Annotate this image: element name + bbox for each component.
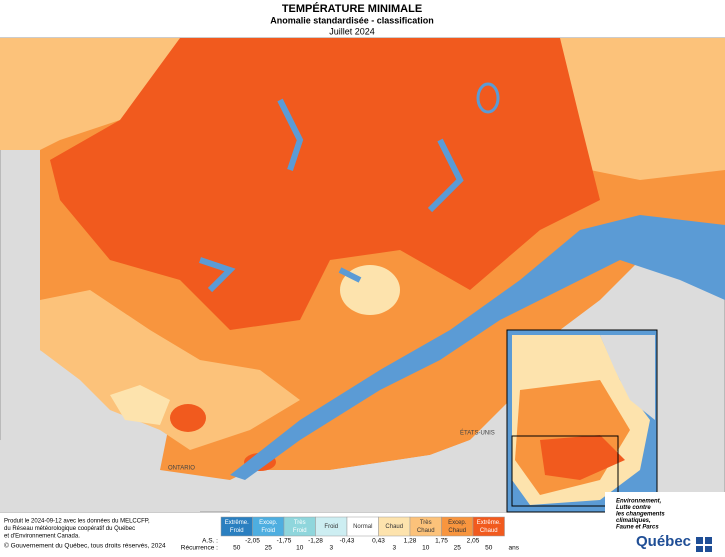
- subtitle: Anomalie standardisée - classification: [270, 15, 434, 25]
- logo-line: climatiques,: [616, 518, 651, 524]
- legend-class-label: Chaud: [480, 528, 498, 534]
- as-value: 1,75: [435, 538, 448, 545]
- legend-class-label: Chaud: [448, 528, 466, 534]
- legend-class-label: Froid: [261, 528, 275, 534]
- legend-class-label: Extrême.: [225, 520, 249, 526]
- logo-flag: [696, 546, 703, 553]
- region-label: ÉTATS-UNIS: [460, 430, 495, 437]
- credit-line: du Réseau météorologique coopératif du Q…: [4, 526, 135, 532]
- legend-class-label: Excep.: [448, 520, 467, 526]
- region-label: ONTARIO: [168, 466, 195, 472]
- legend-class-label: Froid: [324, 524, 338, 530]
- legend-class-label: Chaud: [417, 528, 435, 534]
- recurrence-value: 10: [296, 545, 304, 552]
- recurrence-value: 3: [329, 545, 333, 552]
- legend-swatch: [472, 516, 505, 537]
- as-value: -1,75: [277, 538, 292, 545]
- logo-line: Environnement,: [616, 499, 662, 505]
- recurrence-label: Récurrence :: [181, 545, 218, 552]
- credit-line: et d'Environnement Canada.: [4, 534, 80, 540]
- recurrence-value: 3: [392, 545, 396, 552]
- legend-class-label: Chaud: [385, 524, 403, 530]
- date: Juillet 2024: [329, 26, 375, 36]
- legend-class-label: Extrême.: [477, 520, 501, 526]
- copyright: © Gouvernement du Québec, tous droits ré…: [4, 542, 166, 550]
- logo-line: Faune et Parcs: [616, 525, 659, 531]
- recurrence-value: 25: [265, 545, 273, 552]
- recurrence-value: 10: [422, 545, 430, 552]
- footer: Produit le 2024-09-12 avec les données d…: [4, 519, 166, 550]
- legend: Extrême. Froid Excep. Froid Très Froid Froid No…: [181, 516, 520, 552]
- as-value: 2,05: [467, 538, 480, 545]
- title: TEMPÉRATURE MINIMALE: [282, 2, 422, 15]
- legend-class-label: Excep.: [259, 520, 278, 526]
- legend-class-label: Normal: [353, 524, 372, 530]
- legend-class-label: Très: [420, 520, 432, 526]
- logo-flag: [705, 537, 712, 544]
- legend-class-label: Froid: [293, 528, 307, 534]
- logo-flag: [696, 537, 703, 544]
- legend-class-label: Très: [294, 520, 306, 526]
- recurrence-value: 50: [485, 545, 493, 552]
- as-value: 0,43: [372, 538, 385, 545]
- as-value: -2,05: [245, 538, 260, 545]
- logo-flag: [705, 546, 712, 553]
- recurrence-value: 50: [233, 545, 241, 552]
- map: ÉTATS-UNIS ONTARIO: [0, 37, 725, 513]
- as-value: 1,28: [404, 538, 417, 545]
- recurrence-value: 25: [454, 545, 462, 552]
- recurrence-unit: ans: [509, 545, 520, 552]
- credit-line: Produit le 2024-09-12 avec les données d…: [4, 519, 150, 525]
- logo-line: Lutte contre: [616, 505, 651, 511]
- as-label: A.S. :: [202, 538, 218, 545]
- legend-class-label: Froid: [230, 528, 244, 534]
- as-value: -0,43: [340, 538, 355, 545]
- logo-name: Québec: [636, 533, 691, 550]
- inset-map: [506, 329, 658, 513]
- logo-line: les changements: [616, 512, 665, 518]
- as-value: -1,28: [308, 538, 323, 545]
